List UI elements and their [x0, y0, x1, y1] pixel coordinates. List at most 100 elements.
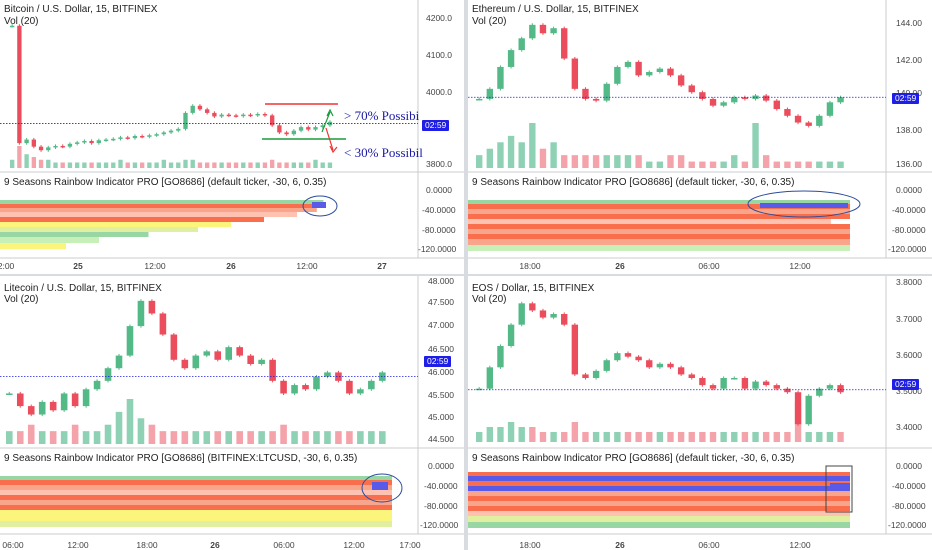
volume-bar: [805, 161, 812, 168]
volume-bar: [277, 162, 282, 168]
litecoin-price-tick: 46.000: [428, 367, 454, 377]
bitcoin-price-tag: 02:59: [422, 120, 450, 131]
volume-bar: [17, 146, 22, 168]
volume-bar: [298, 162, 304, 168]
candle-body: [60, 393, 68, 411]
volume-bar: [148, 424, 156, 444]
candle-body: [762, 381, 770, 386]
volume-bar: [731, 155, 738, 168]
volume-bar: [656, 432, 664, 442]
candle-body: [71, 393, 79, 407]
candle-body: [67, 143, 73, 147]
volume-bar: [518, 427, 525, 442]
candle-body: [773, 385, 780, 389]
candle-body: [603, 360, 610, 371]
volume-bar: [646, 161, 653, 168]
rainbow-band: [468, 481, 850, 486]
eos-indicator-tick: -80.0000: [892, 501, 926, 511]
candle-body: [592, 370, 600, 378]
litecoin-time-tick: 06:00: [273, 540, 295, 550]
volume-bar: [368, 431, 375, 444]
candle-body: [38, 146, 44, 151]
rainbow-band: [468, 506, 850, 511]
volume-bar: [125, 162, 130, 168]
candle-body: [31, 139, 36, 147]
ethereum-price-tick: 138.00: [896, 125, 922, 135]
candle-body: [805, 122, 812, 126]
volume-bar: [752, 432, 759, 442]
candle-body: [225, 347, 233, 360]
candle-body: [571, 58, 579, 89]
ethereum-price-tick: 144.00: [896, 18, 922, 28]
candle-body: [147, 135, 152, 137]
candle-body: [335, 372, 342, 381]
candle-body: [161, 132, 166, 135]
eos-time-tick: 12:00: [789, 540, 811, 550]
candle-body: [183, 112, 188, 129]
candle-body: [571, 324, 579, 375]
ethereum-time-tick: 12:00: [789, 261, 811, 271]
volume-bar: [280, 424, 287, 444]
volume-bar: [161, 159, 166, 168]
litecoin-volume-label: Vol (20): [4, 294, 39, 305]
rainbow-band: [468, 229, 850, 234]
rainbow-band: [468, 224, 850, 229]
volume-bar: [313, 431, 320, 444]
ethereum-indicator-tick: -40.0000: [892, 205, 926, 215]
candle-body: [550, 28, 557, 34]
candle-body: [497, 66, 504, 89]
litecoin-indicator-label: 9 Seasons Rainbow Indicator PRO [GO8686]…: [4, 453, 358, 464]
rainbow-band: [468, 472, 850, 476]
eos-chart-panel[interactable]: EOS / Dollar, 15, BITFINEX Vol (20) 9 Se…: [468, 276, 932, 550]
rainbow-band: [468, 200, 850, 204]
candle-body: [324, 372, 331, 377]
ethereum-chart-panel[interactable]: Ethereum / U.S. Dollar, 15, BITFINEX Vol…: [468, 0, 932, 274]
volume-bar: [269, 431, 276, 444]
volume-bar: [720, 432, 727, 442]
candle-body: [168, 130, 174, 133]
volume-bar: [826, 161, 834, 168]
ethereum-indicator-tick: -80.0000: [892, 225, 926, 235]
volume-bar: [212, 162, 217, 168]
candle-body: [486, 367, 494, 389]
volume-bar: [154, 162, 159, 168]
candle-body: [826, 102, 834, 116]
candle-body: [190, 105, 195, 113]
signal-ellipse: [747, 190, 861, 218]
candle-body: [280, 380, 287, 394]
candle-body: [306, 127, 311, 130]
rainbow-band: [0, 505, 392, 510]
candle-body: [38, 401, 46, 415]
candle-body: [368, 380, 375, 390]
volume-bar: [137, 418, 145, 444]
eos-indicator-label: 9 Seasons Rainbow Indicator PRO [GO8686]…: [472, 453, 795, 464]
bitcoin-time-tick: 12:00: [144, 261, 166, 271]
volume-bar: [170, 431, 178, 444]
candle-body: [219, 114, 224, 117]
litecoin-chart-panel[interactable]: Litecoin / U.S. Dollar, 15, BITFINEX Vol…: [0, 276, 464, 550]
litecoin-chart-svg: [0, 276, 464, 535]
volume-bar: [624, 155, 632, 168]
volume-bar: [346, 431, 353, 444]
volume-bar: [550, 142, 557, 168]
candle-body: [741, 97, 749, 99]
bitcoin-indicator-tick: -80.0000: [422, 225, 456, 235]
candle-body: [826, 385, 834, 389]
eos-indicator-tick: -40.0000: [892, 481, 926, 491]
candle-body: [291, 130, 296, 135]
candle-body: [656, 363, 664, 368]
candle-body: [93, 380, 101, 390]
rainbow-band: [0, 208, 317, 212]
bitcoin-chart-panel[interactable]: Bitcoin / U.S. Dollar, 15, BITFINEX Vol …: [0, 0, 464, 274]
candle-body: [646, 72, 653, 76]
ethereum-indicator-tick: 0.0000: [896, 185, 922, 195]
litecoin-time-tick: 12:00: [67, 540, 89, 550]
volume-bar: [476, 432, 483, 442]
volume-bar: [140, 162, 145, 168]
candle-body: [262, 113, 268, 116]
volume-bar: [313, 159, 318, 168]
volume-bar: [529, 123, 536, 168]
candle-body: [148, 300, 156, 314]
volume-bar: [476, 155, 483, 168]
candle-body: [125, 137, 130, 139]
